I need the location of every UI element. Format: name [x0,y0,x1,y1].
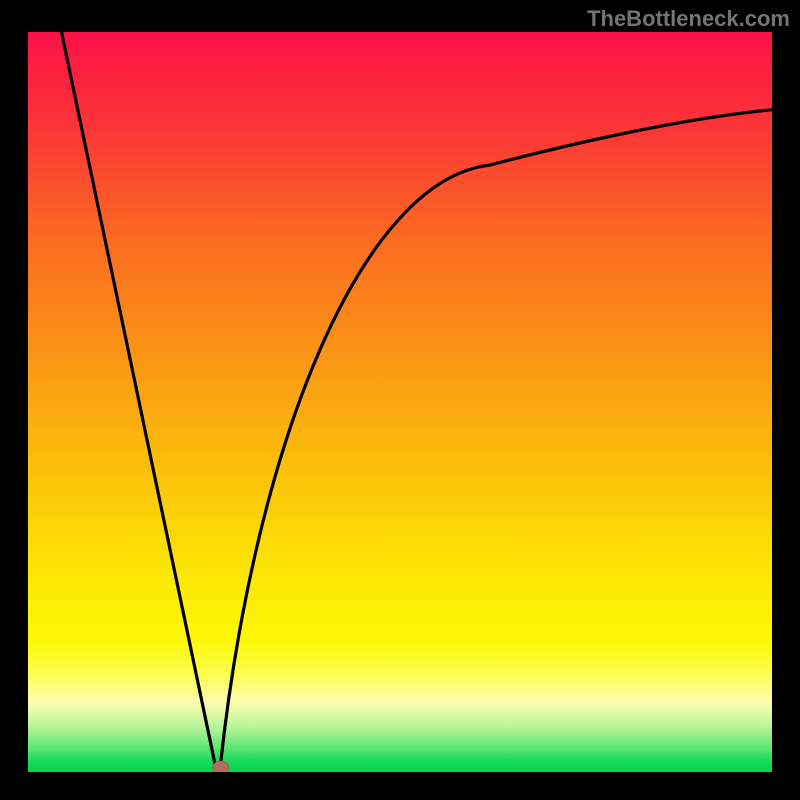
watermark-text: TheBottleneck.com [587,6,790,32]
plot-area [28,32,772,772]
bottleneck-chart-svg [28,32,772,772]
min-marker [213,761,229,772]
chart-frame: TheBottleneck.com [0,0,800,800]
